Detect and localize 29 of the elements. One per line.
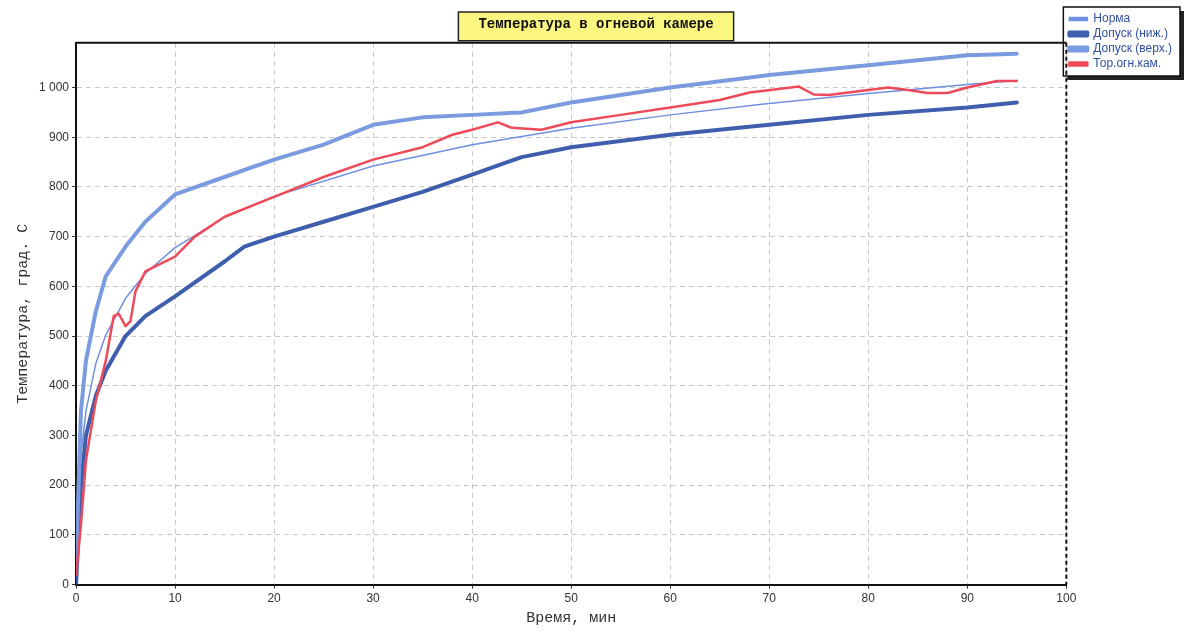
y-tick-label: 400	[49, 378, 70, 393]
legend-label: Допуск (ниж.)	[1093, 26, 1168, 41]
x-tick-label: 70	[762, 591, 777, 606]
legend-label: Допуск (верх.)	[1093, 41, 1173, 56]
y-tick-label: 800	[49, 179, 70, 194]
x-tick-label: 50	[564, 591, 579, 606]
y-tick-label: 300	[49, 427, 70, 442]
y-tick-label: 1 000	[39, 79, 70, 94]
x-axis-title: Время, мин	[526, 609, 617, 627]
y-tick-label: 500	[49, 328, 70, 343]
x-tick-label: 0	[72, 591, 80, 606]
x-tick-label: 100	[1056, 591, 1077, 606]
x-tick-label: 10	[168, 591, 183, 606]
y-tick-label: 0	[62, 576, 70, 591]
chart-title: Температура в огневой камере	[478, 15, 714, 32]
legend-label: Норма	[1093, 11, 1131, 26]
x-tick-label: 20	[267, 591, 282, 606]
y-tick-label: 600	[49, 278, 70, 293]
x-tick-label: 60	[663, 591, 678, 606]
legend-label: Тор.огн.кам.	[1093, 56, 1162, 71]
y-tick-label: 900	[49, 129, 70, 144]
x-tick-label: 80	[861, 591, 876, 606]
y-tick-label: 100	[49, 527, 70, 542]
x-tick-label: 30	[366, 591, 381, 606]
y-tick-label: 700	[49, 228, 70, 243]
y-axis-title: Температура, град. С	[14, 223, 32, 404]
y-tick-label: 200	[49, 477, 70, 492]
x-tick-label: 40	[465, 591, 480, 606]
x-tick-label: 90	[960, 591, 975, 606]
